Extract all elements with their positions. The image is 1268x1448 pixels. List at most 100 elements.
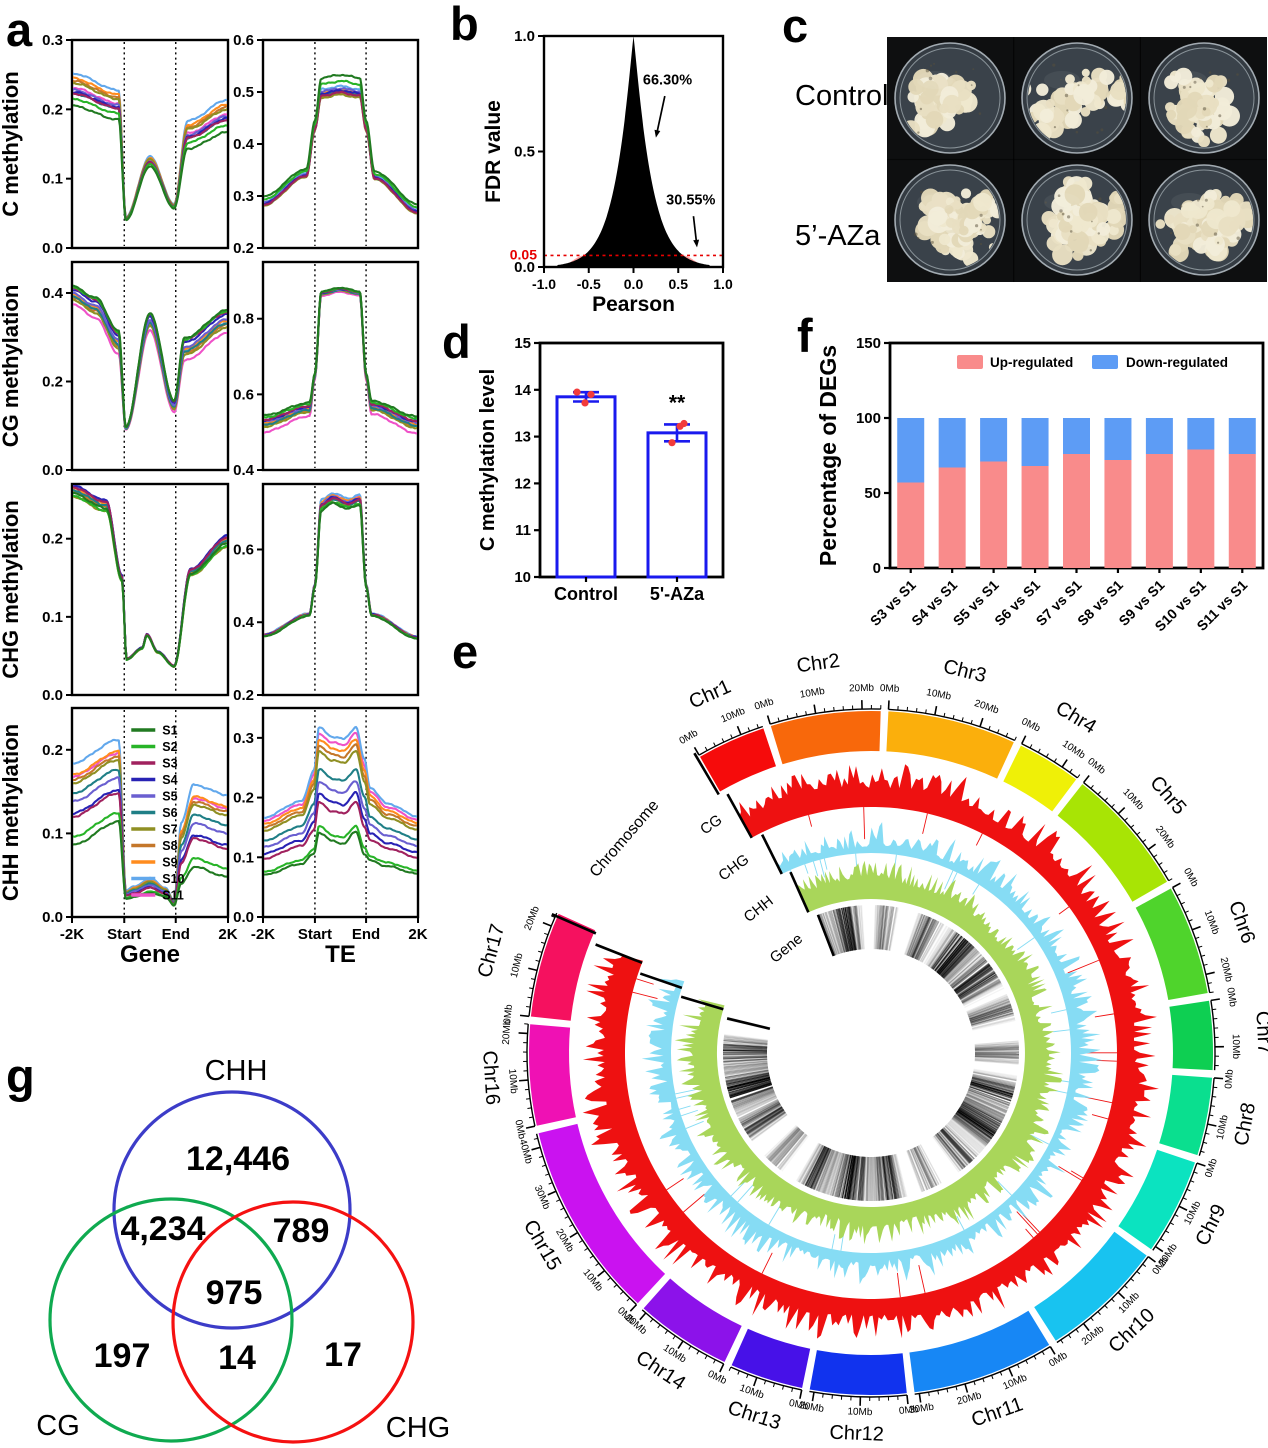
- subplot-CG methylation-TE: 0.4 0.6 0.8: [233, 260, 420, 479]
- series-line-S3: [264, 90, 417, 214]
- chr-arc-Chr3: [886, 711, 1014, 779]
- y-tick-label: 0.5: [233, 84, 254, 101]
- series-line-S5: [264, 780, 417, 848]
- series-line-S11: [264, 290, 417, 435]
- y-tick-label: 0.2: [42, 742, 63, 759]
- tick-label-Chr12-10: 10Mb: [847, 1406, 873, 1418]
- x-axis-title-TE: TE: [325, 941, 356, 968]
- chr-name-Chr6: Chr6: [1224, 898, 1259, 946]
- legend-label-up: Up-regulated: [990, 355, 1073, 370]
- series-line-S4: [264, 791, 417, 856]
- legend-label-S6: S6: [162, 806, 177, 820]
- y-tick-label: 0.0: [42, 240, 63, 257]
- x-tick-label: -2K: [60, 926, 84, 943]
- series-line-S6: [73, 768, 227, 904]
- y-tick-label: 0.1: [233, 849, 254, 866]
- y-tick-label: 0.6: [233, 541, 254, 558]
- y-tick-label: 11: [515, 522, 531, 539]
- chr-name-Chr12: Chr12: [829, 1422, 884, 1446]
- tick-label-Chr13-0: 0Mb: [788, 1398, 810, 1413]
- venn-circle-CHH: [112, 1090, 352, 1330]
- venn-count-chh-cg: 4,234: [120, 1210, 205, 1248]
- petri-dish-control-3: [1148, 42, 1260, 154]
- track-divider: [789, 871, 810, 913]
- series-line-S11: [264, 731, 417, 823]
- series-line-S7: [73, 298, 227, 430]
- tick-label-Chr2-0: 0Mb: [753, 696, 775, 712]
- petri-dish-aza-3: [1148, 164, 1260, 276]
- series-line-S1: [264, 501, 417, 640]
- axes-frame: [538, 341, 725, 579]
- track-divider: [816, 914, 835, 957]
- y-axis-title: C methylation level: [477, 369, 499, 551]
- legend-label-down: Down-regulated: [1126, 355, 1228, 370]
- petri-dish-aza-2: [1021, 164, 1133, 276]
- chr-arc-Chr9: [1118, 1149, 1195, 1250]
- track-divider: [693, 752, 720, 796]
- venn-count-cg-chg: 14: [218, 1339, 256, 1377]
- x-tick-label: 1.0: [713, 276, 733, 292]
- track-label-CG: CG: [697, 811, 725, 838]
- tick-label-Chr15-10: 10Mb: [580, 1267, 605, 1294]
- bar-up-S10 vs S1: [1187, 449, 1215, 568]
- data-point: [587, 390, 595, 399]
- track-label-Gene: Gene: [767, 930, 806, 966]
- tick-label-Chr7-0: 0Mb: [1224, 987, 1238, 1008]
- bar-up-S9 vs S1: [1145, 454, 1173, 568]
- y-tick-label: 12: [514, 475, 531, 492]
- y-tick-label: 0.2: [233, 790, 254, 807]
- series-line-S10: [264, 725, 417, 819]
- tick-label-Chr16-10: 10Mb: [506, 1068, 519, 1094]
- chr-arc-Chr7: [1169, 1000, 1214, 1071]
- x-tick-label: -2K: [251, 926, 275, 943]
- chr-arc-Chr10: [1034, 1231, 1147, 1341]
- bar-5'-AZa: [646, 431, 708, 579]
- venn-count-chh-chg: 789: [273, 1212, 330, 1250]
- y-tick-label: 0.6: [233, 32, 254, 49]
- y-tick-label: 0.2: [42, 373, 63, 390]
- tick-label-Chr10-20: 20Mb: [1080, 1323, 1107, 1347]
- chr-arc-Chr17: [530, 913, 596, 1021]
- tick-label-Chr6-20: 20Mb: [1218, 956, 1235, 983]
- x-tick-label: -0.5: [577, 276, 601, 292]
- data-point: [676, 422, 684, 430]
- venn-set-label-CHG: CHG: [386, 1412, 450, 1444]
- tick-label-Chr6-0: 0Mb: [1181, 866, 1200, 889]
- panel-b-fdr-pearson-chart: 0.0 0.5 1.0 0.05 -1.0 -0.5 0.0 0.5 1.0 FDR value P…: [482, 28, 733, 316]
- track-divider: [639, 972, 683, 990]
- tick-label-Chr11-20: 20Mb: [956, 1390, 983, 1408]
- tick-label-Chr11-0: 0Mb: [1047, 1350, 1070, 1370]
- x-tick-label: 2K: [408, 926, 427, 943]
- chr-name-Chr4: Chr4: [1052, 697, 1100, 738]
- panel-letter-f: f: [797, 309, 813, 362]
- bar-down-S6 vs S1: [1021, 418, 1049, 466]
- venn-circle-CHG: [171, 1200, 415, 1444]
- subplot-C methylation-Gene: 0.0 0.1 0.2 0.3 C methylation: [0, 32, 230, 257]
- axes-frame: [70, 260, 230, 472]
- subplot-CHH methylation-Gene: 0.0 0.1 0.2 -2K Start End 2K Gene CHH methylatio…: [0, 706, 238, 968]
- y-tick-label: 10: [514, 569, 531, 586]
- legend-label-S3: S3: [162, 757, 177, 771]
- tick-label-Chr16-0: 0Mb: [512, 1119, 527, 1141]
- series-line-S1: [73, 284, 227, 428]
- tick-label-Chr1-0: 0Mb: [678, 727, 701, 746]
- chr-name-Chr15: Chr15: [519, 1216, 565, 1274]
- chr-name-Chr13: Chr13: [725, 1397, 784, 1435]
- series-line-S7: [264, 749, 417, 832]
- tick-label-Chr16-20: 20Mb: [501, 1019, 513, 1045]
- series-line-S1: [264, 830, 417, 876]
- series-line-S2: [264, 824, 417, 873]
- tick-label-Chr8-10: 10Mb: [1215, 1114, 1231, 1141]
- y-tick-label: 0.4: [233, 462, 255, 479]
- bar-up-S3 vs S1: [897, 482, 925, 568]
- legend-label-S4: S4: [162, 773, 177, 787]
- y-tick-label: 0.1: [42, 825, 63, 842]
- y-tick-label: 100: [856, 410, 881, 427]
- tick-label-Chr2-10: 10Mb: [799, 686, 826, 701]
- y-tick-label: 15: [514, 335, 531, 352]
- y-tick-label: 0: [873, 560, 881, 577]
- y-axis-title: C methylation: [0, 71, 23, 216]
- chr-arc-Chr15: [538, 1123, 666, 1304]
